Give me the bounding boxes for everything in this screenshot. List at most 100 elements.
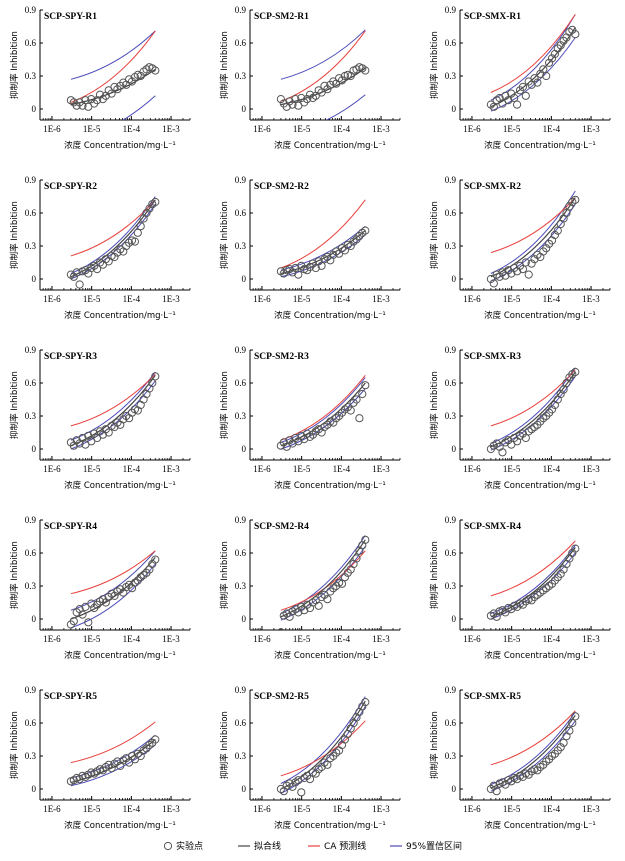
x-tick-label: 1E-5 [83, 124, 101, 134]
x-tick-label: 1E-5 [503, 804, 521, 814]
data-point [110, 591, 119, 601]
x-axis-title: 浓度 Concentration/mg·L⁻¹ [274, 480, 386, 491]
data-point [93, 265, 102, 274]
y-tick-label: 0.6 [25, 378, 37, 388]
y-tick-label: 0 [242, 444, 247, 454]
legend-point-symbol [163, 841, 173, 851]
y-tick-label: 0.9 [25, 5, 37, 15]
x-tick-label: 1E-4 [123, 804, 141, 814]
y-tick-label: 0.6 [445, 548, 457, 558]
fit-line [280, 700, 366, 790]
y-tick-label: 0.9 [25, 175, 37, 185]
y-tick-label: 0 [32, 104, 37, 114]
data-point [72, 268, 81, 277]
y-tick-label: 0.3 [445, 71, 457, 81]
x-tick-label: 1E-5 [83, 464, 101, 474]
ca-prediction-line [70, 550, 156, 595]
y-axis-title: 抑制率 Inhibition [429, 201, 440, 269]
panel-scp-smx-r1: 0 0.3 0.6 0.9 1E-6 1E-5 1E-4 1E-3 SCP-SMX-R1 抑制率 … [429, 5, 611, 151]
plot-area [486, 190, 580, 288]
data-point [288, 782, 297, 791]
data-point [151, 555, 160, 564]
y-tick-label: 0.6 [25, 38, 37, 48]
x-tick-label: 1E-4 [543, 464, 561, 474]
data-point [311, 263, 320, 273]
data-point [361, 381, 370, 390]
x-tick-label: 1E-4 [123, 124, 141, 134]
ci-upper-line [70, 550, 156, 611]
data-point [110, 422, 119, 432]
y-tick-label: 0.3 [445, 241, 457, 251]
data-point [492, 787, 501, 796]
x-tick-label: 1E-4 [333, 124, 351, 134]
x-tick-label: 1E-6 [463, 634, 481, 644]
x-axis-title: 浓度 Concentration/mg·L⁻¹ [64, 820, 176, 831]
ca-prediction-line [490, 369, 576, 427]
plot-area [66, 30, 160, 120]
data-point [504, 436, 513, 445]
data-point [136, 222, 145, 231]
panel-title: SCP-SPY-R3 [44, 352, 97, 362]
x-tick-label: 1E-6 [43, 294, 61, 304]
panel-scp-spy-r1: 0 0.3 0.6 0.9 1E-6 1E-5 1E-4 1E-3 SCP-SPY-R1 抑制率 … [9, 5, 191, 151]
x-axis-title: 浓度 Concentration/mg·L⁻¹ [484, 140, 596, 151]
x-tick-label: 1E-3 [372, 804, 390, 814]
panel-title: SCP-SMX-R1 [464, 12, 521, 22]
x-tick-label: 1E-3 [162, 634, 180, 644]
fit-line [280, 539, 366, 618]
data-point [565, 202, 574, 211]
ca-prediction-line [70, 199, 156, 257]
y-tick-label: 0.9 [445, 5, 457, 15]
fit-line [490, 27, 576, 108]
data-point [323, 85, 332, 94]
y-tick-label: 0.3 [25, 241, 37, 251]
data-point [122, 754, 131, 763]
x-axis-title: 浓度 Concentration/mg·L⁻¹ [484, 820, 596, 831]
ca-prediction-line [70, 30, 156, 103]
y-axis-title: 抑制率 Inhibition [219, 711, 230, 779]
x-axis-title: 浓度 Concentration/mg·L⁻¹ [274, 140, 386, 151]
y-axis-title: 抑制率 Inhibition [219, 201, 230, 269]
data-point [571, 544, 580, 553]
x-tick-label: 1E-3 [162, 804, 180, 814]
x-tick-label: 1E-3 [372, 294, 390, 304]
data-point [536, 69, 545, 78]
x-tick-label: 1E-6 [253, 804, 271, 814]
x-axis-title: 浓度 Concentration/mg·L⁻¹ [274, 820, 386, 831]
y-tick-label: 0.9 [235, 345, 247, 355]
x-tick-label: 1E-5 [503, 294, 521, 304]
data-point [361, 226, 370, 235]
x-tick-label: 1E-3 [582, 804, 600, 814]
y-tick-label: 0.3 [25, 71, 37, 81]
data-point [303, 95, 312, 104]
data-point [308, 259, 317, 268]
data-point [495, 272, 504, 281]
data-point [547, 405, 557, 414]
plot-area [276, 29, 370, 120]
y-tick-label: 0 [32, 274, 37, 284]
y-axis-title: 抑制率 Inhibition [9, 31, 20, 99]
y-axis-title: 抑制率 Inhibition [9, 371, 20, 439]
data-point [151, 372, 160, 381]
ci-upper-line [490, 190, 576, 274]
data-point [317, 762, 326, 772]
data-point [291, 263, 300, 273]
data-point [521, 258, 530, 267]
data-point [358, 702, 367, 711]
data-point [75, 280, 84, 289]
data-point [518, 265, 528, 274]
x-tick-label: 1E-4 [333, 294, 351, 304]
panel-title: SCP-SMX-R4 [464, 522, 521, 532]
data-point [346, 241, 355, 251]
data-point [571, 30, 580, 39]
x-tick-label: 1E-6 [463, 294, 481, 304]
data-point [291, 95, 300, 104]
data-point [69, 272, 78, 281]
plot-area [486, 367, 580, 457]
y-tick-label: 0.3 [25, 411, 37, 421]
ci-upper-line [490, 14, 576, 101]
data-point [127, 77, 137, 86]
data-point [507, 89, 516, 98]
y-tick-label: 0.9 [235, 515, 247, 525]
